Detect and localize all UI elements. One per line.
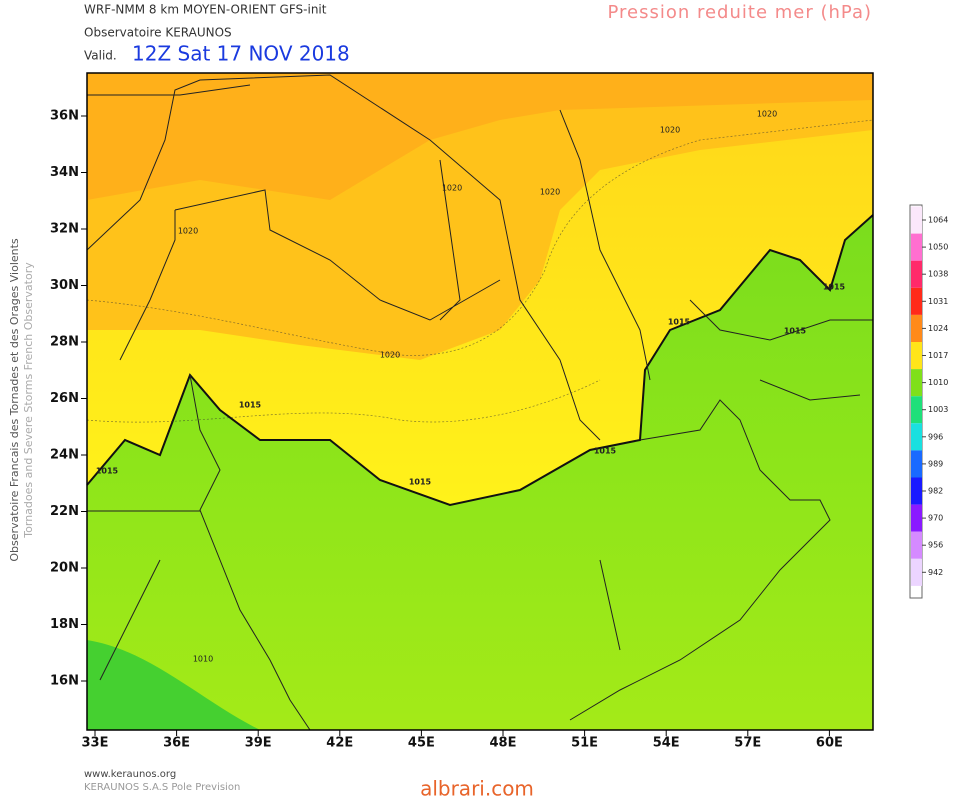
chart-title: Pression reduite mer (hPa)	[607, 2, 872, 23]
contour-label: 1015	[594, 447, 617, 456]
colorbar-label: 956	[928, 541, 943, 550]
lon-label: 60E	[816, 736, 843, 751]
low-pressure-area	[87, 640, 260, 730]
colorbar-label: 1050	[928, 243, 948, 252]
colorbar-label: 970	[928, 514, 943, 523]
contour-label: 1015	[239, 401, 262, 410]
contour-label: 1020	[442, 184, 462, 193]
lon-label: 57E	[734, 736, 761, 751]
map	[86, 72, 874, 731]
lat-label: 36N	[50, 109, 79, 124]
footer-company: KERAUNOS S.A.S Pole Prevision	[84, 782, 240, 793]
valid-label: Valid.	[84, 49, 117, 63]
lat-label: 20N	[50, 561, 79, 576]
colorbar-label: 1017	[928, 351, 948, 360]
colorbar-swatch	[911, 423, 922, 451]
valid-time: 12Z Sat 17 NOV 2018	[132, 42, 350, 66]
colorbar-swatch	[911, 369, 922, 397]
colorbar-swatch	[911, 233, 922, 261]
colorbar-label: 1038	[928, 270, 948, 279]
colorbar-label: 982	[928, 487, 943, 496]
colorbar-label: 989	[928, 459, 943, 468]
lon-label: 48E	[490, 736, 517, 751]
colorbar-label: 1064	[928, 216, 948, 225]
lon-label: 51E	[571, 736, 598, 751]
colorbar-swatch	[911, 477, 922, 505]
contour-label: 1015	[96, 467, 119, 476]
isobar-1020	[86, 119, 874, 356]
lon-label: 33E	[82, 736, 109, 751]
lat-label: 22N	[50, 504, 79, 519]
contour-label: 1015	[668, 318, 691, 327]
colorbar-label: 1003	[928, 405, 948, 414]
lat-label: 24N	[50, 448, 79, 463]
lon-label: 39E	[245, 736, 272, 751]
lat-label: 28N	[50, 335, 79, 350]
lon-label: 54E	[653, 736, 680, 751]
footer-site: www.keraunos.org	[84, 769, 176, 780]
contour-label: 1010	[193, 655, 213, 664]
lon-label: 45E	[408, 736, 435, 751]
colorbar-label: 1010	[928, 378, 948, 387]
colorbar-swatch	[911, 260, 922, 288]
watermark: albrari.com	[420, 777, 534, 800]
lon-label: 36E	[163, 736, 190, 751]
isobar-1015	[86, 214, 874, 507]
colorbar-label: 942	[928, 568, 943, 577]
contour-label: 1015	[784, 327, 807, 336]
model-text: WRF-NMM 8 km MOYEN-ORIENT GFS-init	[84, 3, 327, 17]
contour-label: 1015	[409, 478, 432, 487]
contour-label: 1020	[757, 110, 777, 119]
side-text: Tornadoes and Severe Storms French Obser…	[22, 262, 35, 539]
source-text: Observatoire KERAUNOS	[84, 26, 232, 40]
colorbar-swatch	[911, 287, 922, 315]
colorbar-swatch	[911, 206, 922, 234]
lat-label: 34N	[50, 165, 79, 180]
contour-label: 1015	[823, 283, 846, 292]
colorbar-label: 1024	[928, 324, 948, 333]
lat-label: 32N	[50, 222, 79, 237]
lat-label: 30N	[50, 278, 79, 293]
contour-label: 1020	[660, 126, 680, 135]
lat-label: 26N	[50, 391, 79, 406]
map-frame	[86, 72, 874, 731]
colorbar-swatch	[911, 396, 922, 424]
contour-label: 1020	[540, 188, 560, 197]
colorbar-swatch	[911, 531, 922, 559]
borders	[86, 74, 873, 731]
colorbar-label: 1031	[928, 297, 948, 306]
lat-label: 18N	[50, 617, 79, 632]
colorbar-label: 996	[928, 432, 943, 441]
highest-pressure-area	[87, 73, 873, 200]
contour-label: 1020	[178, 227, 198, 236]
colorbar-swatch	[911, 314, 922, 342]
contour-label: 1020	[380, 351, 400, 360]
colorbar-swatch	[911, 558, 922, 586]
lon-label: 42E	[326, 736, 353, 751]
side-text: Observatoire Francais des Tornades et de…	[8, 238, 21, 562]
colorbar-swatch	[911, 504, 922, 532]
colorbar-swatch	[911, 342, 922, 370]
lat-label: 16N	[50, 674, 79, 689]
isobar-1017	[86, 379, 601, 423]
colorbar-swatch	[911, 450, 922, 478]
